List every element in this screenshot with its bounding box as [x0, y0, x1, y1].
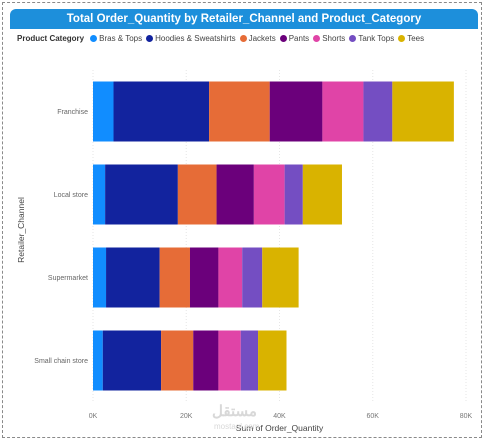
category-label: Local store — [54, 192, 88, 199]
legend-item[interactable]: Tank Tops — [349, 34, 394, 43]
bar-segment[interactable] — [240, 330, 259, 391]
bar-segment[interactable] — [218, 330, 241, 391]
bar-segment[interactable] — [161, 330, 194, 391]
legend-label: Tank Tops — [358, 33, 395, 43]
bar-segment[interactable] — [93, 164, 106, 225]
bar-segment[interactable] — [216, 164, 254, 225]
y-axis-title: Retailer_Channel — [16, 197, 26, 263]
bar-segment[interactable] — [284, 164, 303, 225]
legend-label: Tees — [407, 33, 425, 43]
legend-item[interactable]: Pants — [279, 33, 310, 43]
x-tick-label: 60K — [367, 413, 380, 420]
legend-marker — [313, 34, 321, 42]
x-tick-label: 20K — [180, 413, 193, 420]
bar-segment[interactable] — [392, 81, 454, 142]
legend-item[interactable]: Jackets — [239, 33, 276, 43]
category-label: Supermarket — [48, 275, 88, 282]
bar-segment[interactable] — [177, 164, 217, 225]
category-label: Small chain store — [34, 358, 88, 365]
bar-segment[interactable] — [262, 247, 299, 308]
bar-segment[interactable] — [242, 247, 263, 308]
chart-title: Total Order_Quantity by Retailer_Channel… — [10, 9, 478, 29]
bar-segment[interactable] — [105, 164, 178, 225]
bar-segment[interactable] — [253, 164, 285, 225]
bar-segment[interactable] — [363, 81, 393, 142]
bar-segment[interactable] — [93, 330, 103, 391]
x-tick-label: 0K — [89, 413, 98, 420]
legend-marker — [90, 34, 98, 42]
legend-marker — [146, 34, 154, 42]
bar-segment[interactable] — [322, 81, 364, 142]
x-tick-label: 80K — [460, 413, 473, 420]
legend-label: Bras & Tops — [99, 33, 143, 43]
legend-item[interactable]: Bras & Tops — [90, 34, 142, 43]
watermark-url: mostaql.com — [214, 422, 260, 431]
legend-item[interactable]: Hoodies & Sweatshirts — [146, 33, 236, 43]
legend-title: Product Category — [17, 33, 85, 43]
bar-segment[interactable] — [113, 81, 210, 142]
legend-marker — [349, 34, 357, 42]
legend-marker — [279, 34, 287, 42]
bar-segment[interactable] — [93, 247, 107, 308]
bar-segment[interactable] — [106, 247, 160, 308]
bar-segment[interactable] — [269, 81, 323, 142]
legend-marker — [239, 34, 247, 42]
x-axis-title: Sum of Order_Quantity — [236, 423, 324, 433]
legend-item[interactable]: Shorts — [313, 34, 345, 43]
bar-segment[interactable] — [189, 247, 219, 308]
bar-segment[interactable] — [102, 330, 162, 391]
bar-segment[interactable] — [93, 81, 114, 142]
legend-label: Pants — [288, 33, 310, 43]
legend: Product Category Bras & Tops Hoodies & Sw… — [17, 32, 428, 44]
bar-segment[interactable] — [159, 247, 190, 308]
legend-label: Jackets — [248, 33, 276, 43]
legend-marker — [398, 34, 406, 42]
legend-item[interactable]: Tees — [398, 34, 424, 43]
legend-label: Shorts — [322, 33, 346, 43]
x-tick-label: 40K — [273, 413, 286, 420]
bar-segment[interactable] — [258, 330, 287, 391]
watermark-logo: مستقل — [212, 403, 257, 420]
category-label: Franchise — [57, 109, 88, 116]
bar-segment[interactable] — [302, 164, 342, 225]
bar-segment[interactable] — [193, 330, 219, 391]
bar-segment[interactable] — [209, 81, 270, 142]
legend-label: Hoodies & Sweatshirts — [155, 33, 236, 43]
bar-segment[interactable] — [218, 247, 243, 308]
